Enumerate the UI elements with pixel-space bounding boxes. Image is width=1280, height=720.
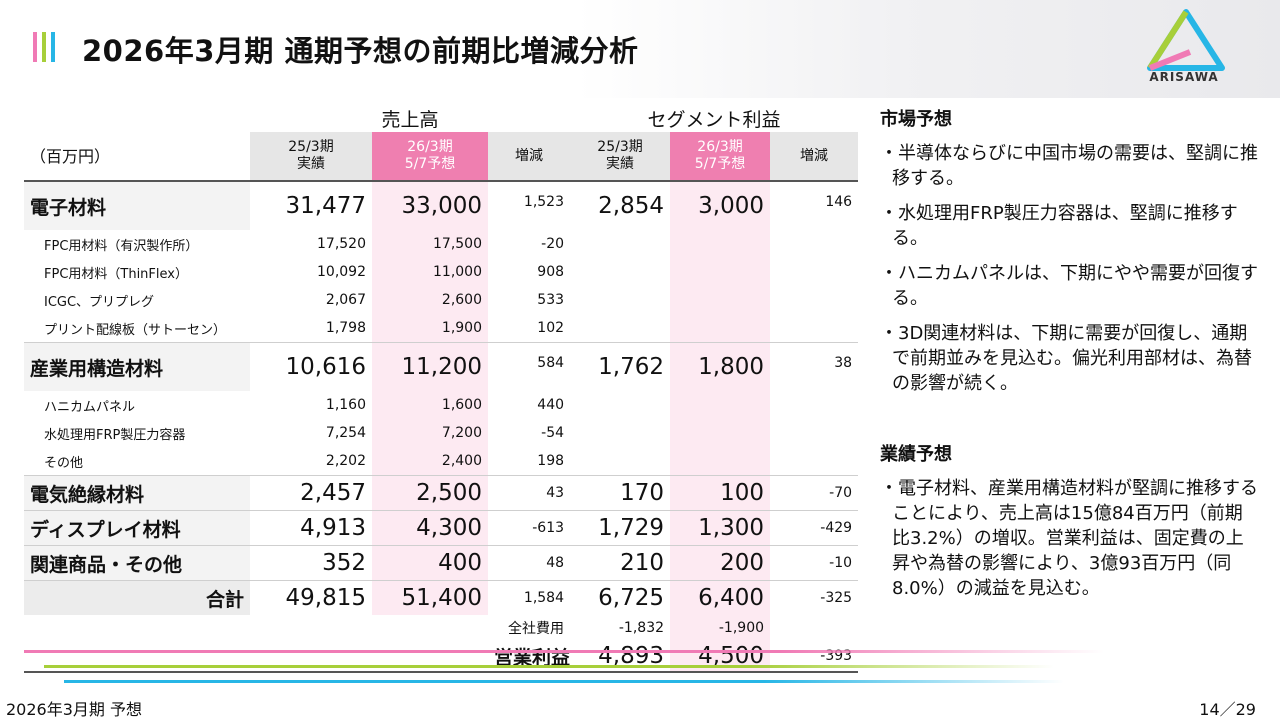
table-row: 電気絶縁材料 2,457 2,500 43 170 100 -70 — [24, 475, 859, 511]
table-row: プリント配線板（サトーセン） 1,798 1,900 102 — [24, 314, 858, 343]
performance-heading: 業績予想 — [880, 444, 952, 465]
unit-label: （百万円） — [24, 132, 250, 182]
col-profit-prev: 25/3期 実績 — [570, 132, 671, 182]
performance-item: ・電子材料、産業用構造材料が堅調に推移することにより、売上高は15億84百万円（… — [880, 478, 1258, 599]
table-row: ハニカムパネル 1,160 1,600 440 — [24, 391, 858, 419]
table-row: FPC用材料（ThinFlex） 10,092 11,000 908 — [24, 258, 858, 286]
market-item: ・半導体ならびに中国市場の需要は、堅調に推移する。 — [880, 143, 1258, 189]
logo-text: ARISAWA — [1149, 70, 1219, 84]
market-heading: 市場予想 — [880, 109, 952, 130]
market-item: ・水処理用FRP製圧力容器は、堅調に推移する。 — [880, 203, 1238, 249]
market-item: ・3D関連材料は、下期に需要が回復し、通期で前期並みを見込む。偏光利用部材は、為… — [880, 323, 1252, 394]
performance-section: 業績予想 ・電子材料、産業用構造材料が堅調に推移することにより、売上高は15億8… — [880, 440, 1260, 601]
divider-blue — [64, 680, 1064, 683]
table-row: 電子材料 31,477 33,000 1,523 2,854 3,000 146 — [24, 181, 858, 230]
col-sales-prev: 25/3期 実績 — [250, 132, 372, 182]
divider-green — [44, 665, 1054, 668]
col-sales-forecast: 26/3期 5/7予想 — [372, 132, 488, 182]
col-profit-forecast: 26/3期 5/7予想 — [670, 132, 771, 182]
col-profit-change: 増減 — [770, 132, 859, 182]
table-row: ディスプレイ材料 4,913 4,300 -613 1,729 1,300 -4… — [24, 510, 859, 546]
table-row: その他 2,202 2,400 198 — [24, 447, 858, 476]
corporate-expense-row: 全社費用 -1,832 -1,900 — [24, 615, 858, 641]
table-row: 水処理用FRP製圧力容器 7,254 7,200 -54 — [24, 419, 858, 447]
page-number: 14／29 — [1199, 700, 1256, 719]
divider-pink — [24, 650, 1104, 653]
table-row: 関連商品・その他 352 400 48 210 200 -10 — [24, 545, 859, 581]
table-row: ICGC、プリプレグ 2,067 2,600 533 — [24, 286, 858, 314]
financial-table: 売上高 セグメント利益 （百万円） 25/3期 実績 26/3期 5/7予想 増減 … — [24, 100, 859, 673]
table-row: FPC用材料（有沢製作所） 17,520 17,500 -20 — [24, 230, 858, 258]
col-sales-change: 増減 — [488, 132, 571, 182]
arisawa-logo — [1147, 9, 1225, 71]
market-section: 市場予想 ・半導体ならびに中国市場の需要は、堅調に推移する。 ・水処理用FRP製… — [880, 105, 1260, 396]
total-row: 合計 49,815 51,400 1,584 6,725 6,400 -325 — [24, 580, 859, 615]
page-title: 2026年3月期 通期予想の前期比増減分析 — [82, 34, 639, 68]
table-row: 産業用構造材料 10,616 11,200 584 1,762 1,800 38 — [24, 342, 859, 391]
group-segment: セグメント利益 — [647, 109, 781, 131]
group-sales: 売上高 — [381, 109, 439, 131]
footer-label: 2026年3月期 予想 — [6, 700, 142, 719]
market-item: ・ハニカムパネルは、下期にやや需要が回復する。 — [880, 263, 1258, 309]
header-band — [0, 0, 1280, 98]
accent-bars — [33, 32, 55, 62]
